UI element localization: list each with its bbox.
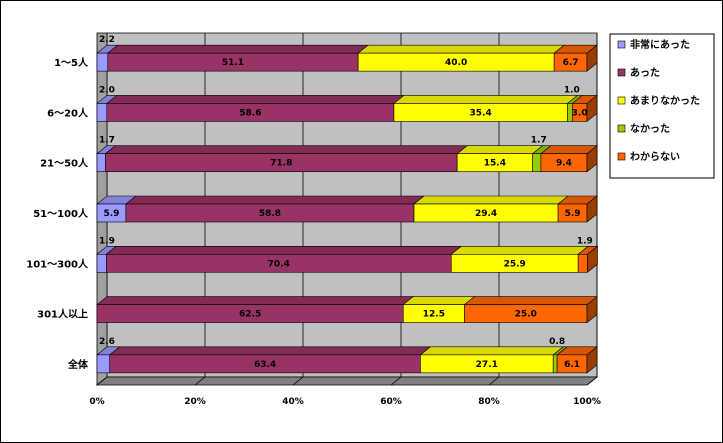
- bar-segment: [532, 153, 542, 173]
- bar-segment-top: [450, 245, 590, 255]
- bar-segment: [96, 253, 107, 273]
- data-label: 71.8: [270, 159, 292, 169]
- bar-segment-top: [463, 296, 598, 305]
- data-label: 70.4: [268, 259, 290, 269]
- data-label: 2.2: [99, 35, 115, 45]
- legend-swatch: [617, 40, 626, 49]
- x-tick-label: 100%: [573, 397, 601, 407]
- bar-end-cap: [586, 44, 598, 72]
- legend-swatch: [617, 152, 626, 161]
- bar-segment-top: [125, 195, 425, 205]
- bar-end-cap: [586, 195, 598, 223]
- legend-label: あまりなかった: [630, 94, 700, 107]
- data-label: 5.9: [565, 209, 581, 219]
- plot-floor: [95, 376, 599, 386]
- bar-segment-top: [402, 296, 476, 305]
- data-label: 15.4: [484, 159, 506, 169]
- data-label: 40.0: [445, 58, 467, 68]
- data-label: 1.7: [531, 136, 547, 146]
- gridline-floor: [390, 376, 402, 386]
- category-label: 101～300人: [26, 257, 89, 270]
- legend-label: あった: [630, 66, 660, 79]
- bar-segment-top: [357, 44, 566, 54]
- category-label: 301人以上: [37, 308, 88, 321]
- bar-segment-top: [456, 145, 544, 155]
- data-label: 1.7: [99, 136, 115, 146]
- data-label: 3.0: [572, 108, 588, 118]
- bar-segment: [96, 103, 108, 122]
- bar-segment: [552, 354, 558, 374]
- bar-segment-top: [104, 145, 469, 155]
- bar-end-cap: [586, 94, 598, 123]
- data-label: 58.8: [259, 209, 281, 219]
- bar-segment-top: [96, 296, 415, 305]
- data-label: 35.4: [470, 108, 492, 118]
- data-label: 1.9: [577, 236, 593, 246]
- category-label: 51～100人: [33, 207, 89, 220]
- data-label: 58.6: [239, 108, 261, 118]
- data-label: 29.4: [475, 209, 497, 219]
- bar-end-cap: [586, 346, 598, 374]
- data-label: 27.1: [476, 360, 498, 370]
- data-label: 2.0: [99, 85, 115, 95]
- bar-end-cap: [586, 145, 598, 173]
- x-tick-label: 80%: [478, 397, 500, 407]
- bar-segment-top: [393, 95, 579, 104]
- data-label: 6.1: [564, 360, 580, 370]
- data-label: 1.9: [99, 236, 115, 246]
- data-label: 0.8: [549, 337, 565, 347]
- bar-segment-top: [105, 95, 405, 104]
- data-label: 9.4: [556, 159, 572, 169]
- legend-swatch: [617, 96, 626, 105]
- legend-box: [609, 33, 715, 179]
- data-label: 51.1: [222, 58, 244, 68]
- data-label: 6.7: [563, 58, 579, 68]
- bar-segment-top: [413, 195, 569, 205]
- legend-swatch: [617, 124, 626, 133]
- category-label: 1～5人: [54, 56, 89, 69]
- legend-label: なかった: [630, 123, 670, 135]
- data-label: 1.0: [564, 85, 580, 95]
- bar-segment: [96, 153, 106, 173]
- gridline-floor: [488, 376, 500, 386]
- legend-swatch: [617, 68, 626, 77]
- bar-segment-top: [105, 245, 463, 255]
- gridline-floor: [292, 376, 304, 386]
- gridline-floor: [96, 376, 108, 386]
- x-tick-label: 0%: [89, 397, 104, 407]
- bar-end-cap: [587, 245, 598, 273]
- bar-segment: [577, 253, 588, 273]
- bar-segment-top: [419, 346, 565, 356]
- x-tick-label: 40%: [282, 397, 304, 407]
- data-label: 12.5: [423, 310, 445, 320]
- bar-segment-top: [108, 346, 432, 356]
- data-label: 63.4: [254, 360, 276, 370]
- gridline-floor: [194, 376, 206, 386]
- data-label: 5.9: [103, 209, 119, 219]
- gridline-floor: [586, 376, 598, 386]
- bar-segment: [96, 52, 109, 72]
- data-label: 25.0: [515, 310, 537, 320]
- legend-label: 非常にあった: [630, 38, 690, 51]
- category-label: 全体: [67, 358, 89, 371]
- data-label: 62.5: [239, 310, 261, 320]
- legend-label: わからない: [630, 151, 680, 163]
- data-label: 2.6: [99, 337, 115, 347]
- bar-segment: [96, 354, 111, 374]
- category-label: 21～50人: [40, 157, 89, 170]
- data-label: 25.9: [504, 259, 526, 269]
- category-label: 6～20人: [47, 106, 89, 119]
- bar-segment-top: [106, 44, 370, 54]
- x-tick-label: 20%: [184, 397, 206, 407]
- x-tick-label: 60%: [380, 397, 402, 407]
- bar-end-cap: [586, 295, 598, 324]
